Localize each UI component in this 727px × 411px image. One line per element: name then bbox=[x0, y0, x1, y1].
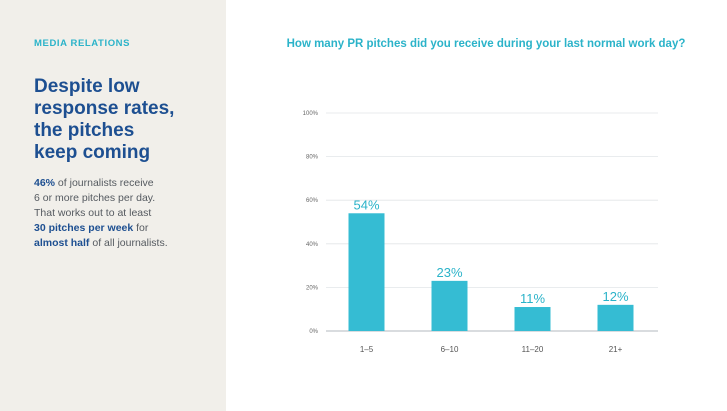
x-tick-label: 21+ bbox=[609, 345, 623, 354]
body-text-line: 6 or more pitches per day. bbox=[34, 192, 156, 204]
stat-30-pitches: 30 pitches per week bbox=[34, 222, 134, 234]
chart-title: How many PR pitches did you receive duri… bbox=[286, 38, 686, 50]
data-label: 11% bbox=[520, 291, 545, 306]
y-tick-label: 80% bbox=[306, 155, 319, 161]
section-label: MEDIA RELATIONS bbox=[34, 38, 131, 49]
headline-line: Despite low bbox=[34, 76, 140, 97]
x-tick-label: 6–10 bbox=[441, 345, 459, 354]
bar bbox=[514, 307, 551, 331]
x-tick-label: 11–20 bbox=[522, 345, 544, 354]
y-tick-label: 40% bbox=[306, 242, 319, 248]
body-text-fragment: of journalists receive bbox=[55, 177, 154, 189]
data-label: 54% bbox=[353, 197, 379, 212]
y-tick-label: 60% bbox=[306, 198, 319, 204]
data-label: 23% bbox=[436, 265, 462, 280]
headline-line: response rates, bbox=[34, 98, 175, 119]
headline-line: keep coming bbox=[34, 142, 151, 163]
body-text-line: That works out to at least bbox=[34, 207, 152, 219]
bar bbox=[348, 213, 385, 331]
bar bbox=[597, 304, 634, 331]
y-tick-label: 100% bbox=[303, 111, 319, 117]
y-tick-label: 20% bbox=[306, 285, 319, 291]
body-text-fragment: of all journalists. bbox=[89, 237, 168, 249]
body-text: 46% of journalists receive 6 or more pit… bbox=[34, 176, 214, 251]
bar bbox=[431, 280, 468, 331]
data-label: 12% bbox=[602, 289, 628, 304]
x-tick-label: 1–5 bbox=[360, 345, 374, 354]
body-text-fragment: for bbox=[133, 222, 149, 234]
sidebar-panel bbox=[0, 0, 226, 411]
y-tick-label: 0% bbox=[309, 329, 318, 335]
headline-line: the pitches bbox=[34, 120, 135, 141]
headline: Despite low response rates, the pitches … bbox=[34, 76, 214, 164]
stat-46-percent: 46% bbox=[34, 177, 56, 189]
stat-almost-half: almost half bbox=[34, 237, 90, 249]
